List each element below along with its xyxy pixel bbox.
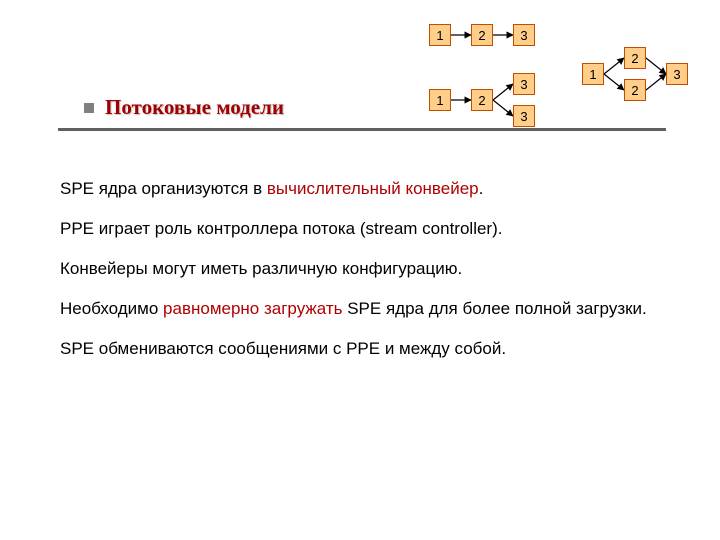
node-n3: 3	[666, 63, 688, 85]
para-4-a: Необходимо	[60, 299, 163, 318]
diagram-linear: 123	[429, 20, 569, 50]
para-1: SPE ядра организуются в вычислительный к…	[60, 178, 660, 201]
slide: Потоковые модели SPE ядра организуются в…	[0, 0, 720, 540]
title-underline	[58, 128, 666, 131]
node-n3a: 3	[513, 73, 535, 95]
edge	[646, 58, 666, 74]
edge	[646, 74, 666, 90]
edge	[604, 58, 624, 74]
node-n3b: 3	[513, 105, 535, 127]
para-4-c: SPE ядра для более полной загрузки.	[342, 299, 646, 318]
node-n2: 2	[471, 89, 493, 111]
para-1-c: .	[479, 179, 484, 198]
para-2: PPE играет роль контроллера потока (stre…	[60, 218, 660, 241]
diagram-fanin: 12 23	[582, 44, 720, 104]
node-n2a: 2	[624, 47, 646, 69]
para-3: Конвейеры могут иметь различную конфигур…	[60, 258, 660, 281]
edge	[493, 100, 513, 116]
title-bullet	[84, 103, 94, 113]
node-n1: 1	[429, 24, 451, 46]
node-n1: 1	[429, 89, 451, 111]
node-n2b: 2	[624, 79, 646, 101]
para-1-a: SPE ядра организуются в	[60, 179, 267, 198]
para-5: SPE обмениваются сообщениями с PPE и меж…	[60, 338, 660, 361]
para-1-highlight: вычислительный конвейер	[267, 179, 479, 198]
body-text: SPE ядра организуются в вычислительный к…	[60, 178, 660, 378]
slide-title: Потоковые модели	[105, 95, 284, 119]
para-4-highlight: равномерно загружать	[163, 299, 342, 318]
node-n1: 1	[582, 63, 604, 85]
edge	[493, 84, 513, 100]
para-4: Необходимо равномерно загружать SPE ядра…	[60, 298, 660, 321]
node-n2: 2	[471, 24, 493, 46]
node-n3: 3	[513, 24, 535, 46]
edge	[604, 74, 624, 90]
title-wrap: Потоковые модели	[105, 95, 284, 120]
diagram-fanout: 123 3	[429, 70, 569, 130]
